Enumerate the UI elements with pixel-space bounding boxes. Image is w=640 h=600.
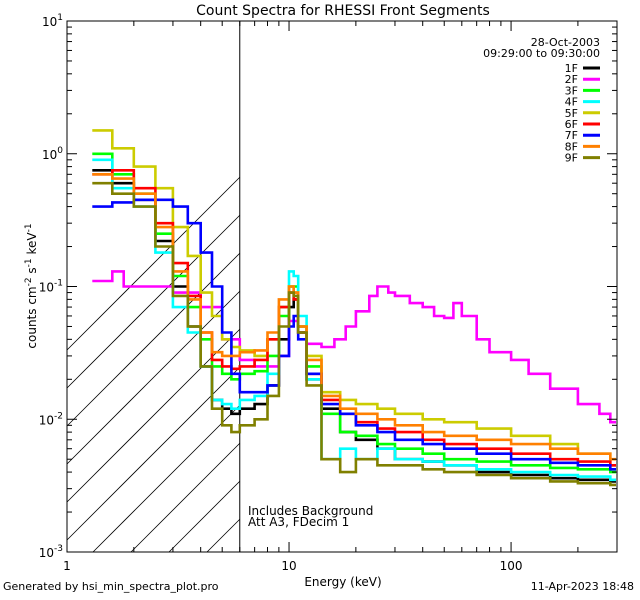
- legend-label-6f: 6F: [565, 118, 578, 131]
- x-tick-label: 10: [281, 559, 296, 573]
- y-tick-label: 10-2: [39, 411, 63, 427]
- y-axis-label: counts cm-2 s-1 keV-1: [24, 223, 39, 348]
- hatch-line: [168, 480, 241, 553]
- axes: 1 10 100 10-3 10-2 10-1 100 101: [39, 13, 618, 573]
- hatched-background-region: [66, 21, 241, 553]
- hatch-line: [130, 442, 241, 553]
- annotation-attenuator: Att A3, FDecim 1: [248, 515, 349, 529]
- series-layer: [92, 129, 616, 487]
- y-tick-label: 101: [42, 13, 63, 29]
- y-tick-label: 10-3: [39, 544, 63, 560]
- y-tick-label: 10-1: [39, 279, 63, 295]
- legend-label-9f: 9F: [565, 152, 578, 165]
- series-4f: [92, 158, 616, 482]
- y-tick-label: 100: [42, 146, 63, 162]
- series-6f: [92, 169, 616, 467]
- hatch-line: [206, 518, 241, 553]
- series-8f: [92, 173, 616, 461]
- x-axis-label: Energy (keV): [304, 575, 381, 589]
- legend-label-2f: 2F: [565, 73, 578, 86]
- hatch-line: [66, 290, 241, 465]
- series-3f: [92, 152, 616, 474]
- annotations: Includes Background Att A3, FDecim 1: [248, 504, 373, 529]
- hatch-line: [66, 214, 241, 389]
- footer-generated-by: Generated by hsi_min_spectra_plot.pro: [3, 580, 219, 593]
- legend-date: 28-Oct-2003: [531, 36, 600, 49]
- legend-label-1f: 1F: [565, 62, 578, 75]
- legend: 28-Oct-2003 09:29:00 to 09:30:00 1F2F3F4…: [483, 36, 600, 165]
- hatch-line: [66, 328, 241, 503]
- legend-label-8f: 8F: [565, 140, 578, 153]
- legend-label-3f: 3F: [565, 84, 578, 97]
- legend-label-4f: 4F: [565, 96, 578, 109]
- annotation-background: Includes Background: [248, 504, 373, 518]
- x-tick-label: 1: [63, 559, 71, 573]
- legend-label-7f: 7F: [565, 129, 578, 142]
- legend-label-5f: 5F: [565, 107, 578, 120]
- legend-time-range: 09:29:00 to 09:30:00: [483, 47, 600, 60]
- footer-timestamp: 11-Apr-2023 18:48: [530, 580, 634, 593]
- series-9f: [92, 181, 616, 487]
- chart-title: Count Spectra for RHESSI Front Segments: [196, 3, 490, 19]
- hatch-line: [66, 176, 241, 351]
- hatch-line: [66, 366, 241, 541]
- x-tick-label: 100: [500, 559, 523, 573]
- series-7f: [92, 198, 616, 471]
- hatch-line: [92, 404, 241, 553]
